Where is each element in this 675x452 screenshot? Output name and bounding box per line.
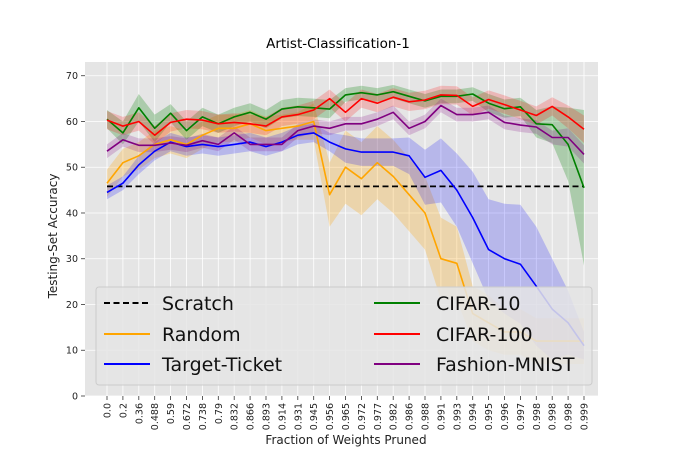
x-tick-label: 0.0: [103, 403, 114, 418]
x-tick-label: 0.993: [452, 403, 463, 430]
x-tick-label: 0.832: [230, 403, 241, 430]
y-tick-label: 70: [66, 71, 78, 82]
x-tick-label: 0.995: [484, 403, 495, 430]
legend-label-random: Random: [162, 324, 241, 346]
x-tick-label: 0.36: [134, 403, 145, 424]
x-tick-label: 0.999: [580, 403, 591, 430]
x-tick-label: 0.59: [166, 403, 177, 424]
x-tick-label: 0.672: [182, 403, 193, 430]
x-tick-label: 0.994: [468, 403, 479, 430]
x-tick-label: 0.998: [548, 403, 559, 430]
x-axis-ticks: 0.0 0.2 0.36 0.488 0.59 0.672 0.738 0.79 0.832 0.…: [103, 396, 591, 430]
x-tick-label: 0.866: [246, 403, 257, 430]
y-axis-label: Testing-Set Accuracy: [46, 174, 60, 300]
x-tick-label: 0.977: [373, 403, 384, 430]
chart-title: Artist-Classification-1: [266, 36, 410, 52]
x-tick-label: 0.997: [516, 403, 527, 430]
x-tick-label: 0.996: [500, 403, 511, 430]
series-line-target-ticket: [106, 132, 585, 347]
legend-label-cifar-100: CIFAR-100: [436, 324, 533, 346]
x-tick-label: 0.986: [405, 403, 416, 430]
x-tick-label: 0.738: [198, 403, 209, 430]
x-tick-label: 0.931: [293, 403, 304, 430]
legend-label-fashion-mnist: Fashion-MNIST: [436, 354, 575, 376]
legend-box: [95, 286, 593, 386]
x-tick-label: 0.945: [309, 403, 320, 430]
series-line-cifar-100: [106, 94, 585, 136]
x-tick-label: 0.982: [389, 403, 400, 430]
y-tick-label: 10: [66, 346, 78, 357]
y-tick-label: 30: [66, 254, 78, 265]
x-tick-label: 0.988: [421, 403, 432, 430]
x-tick-label: 0.991: [436, 403, 447, 430]
y-tick-label: 0: [72, 392, 78, 403]
series-line-cifar-10: [106, 90, 585, 189]
x-tick-label: 0.2: [118, 403, 129, 418]
y-tick-label: 40: [66, 208, 78, 219]
x-tick-label: 0.893: [262, 403, 273, 430]
x-tick-label: 0.956: [325, 403, 336, 430]
x-tick-label: 0.998: [532, 403, 543, 430]
y-tick-label: 20: [66, 300, 78, 311]
legend-label-target-ticket: Target-Ticket: [161, 354, 282, 376]
x-tick-label: 0.965: [341, 403, 352, 430]
x-tick-label: 0.79: [214, 403, 225, 424]
series-line-fashion-mnist: [106, 104, 585, 155]
x-tick-label: 0.914: [277, 403, 288, 430]
x-axis-label: Fraction of Weights Pruned: [265, 433, 426, 447]
band-target-ticket: [107, 123, 584, 360]
y-tick-label: 60: [66, 117, 78, 128]
y-axis-ticks: 0 10 20 30 40 50 60 70: [66, 71, 85, 403]
x-tick-label: 0.998: [564, 403, 575, 430]
y-tick-label: 50: [66, 163, 78, 174]
legend: Scratch Random Target-Ticket CIFAR-10 CIFAR-…: [95, 286, 593, 386]
x-tick-label: 0.488: [150, 403, 161, 430]
legend-label-cifar-10: CIFAR-10: [436, 293, 521, 315]
x-tick-label: 0.972: [357, 403, 368, 430]
legend-label-scratch: Scratch: [162, 293, 234, 315]
